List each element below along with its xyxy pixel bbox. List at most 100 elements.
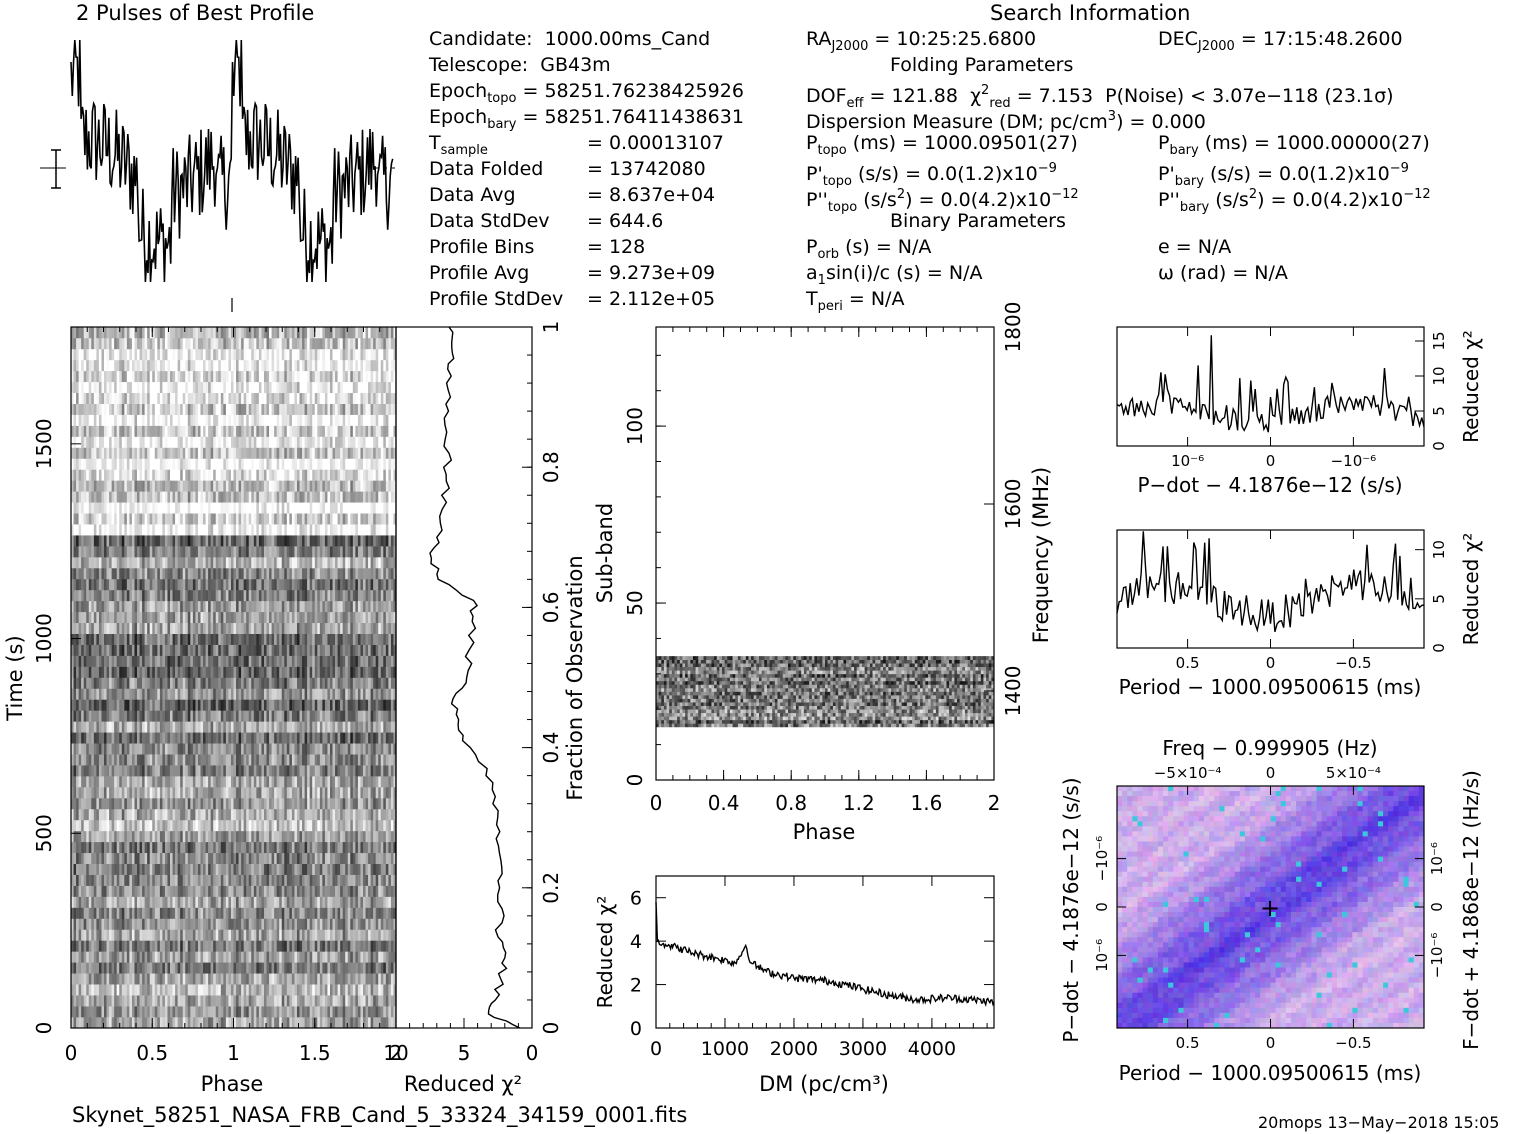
time-phase-cell [127,623,130,634]
time-phase-cell [373,951,376,962]
time-phase-cell [254,612,257,623]
time-phase-cell [117,732,120,743]
time-phase-cell [76,732,79,743]
time-phase-cell [122,929,125,940]
time-phase-cell [112,699,115,710]
time-phase-cell [391,710,394,721]
time-phase-cell [112,940,115,951]
time-phase-cell [167,842,170,853]
time-phase-cell [74,973,77,984]
time-phase-cell [180,842,183,853]
time-phase-cell [208,864,211,875]
time-phase-cell [145,776,148,787]
time-phase-cell [99,688,102,699]
time-phase-cell [261,601,264,612]
time-phase-cell [338,995,341,1006]
time-phase-cell [208,940,211,951]
time-phase-cell [218,721,221,732]
time-phase-cell [267,732,270,743]
time-phase-cell [249,623,252,634]
time-phase-cell [89,918,92,929]
time-phase-cell [178,995,181,1006]
time-phase-cell [305,656,308,667]
time-phase-cell [261,1017,264,1028]
time-phase-cell [160,765,163,776]
time-phase-cell [335,864,338,875]
time-phase-cell [317,634,320,645]
time-phase-cell [272,710,275,721]
time-phase-cell [373,645,376,656]
time-phase-cell [134,699,137,710]
time-phase-cell [185,842,188,853]
time-phase-cell [183,995,186,1006]
time-phase-cell [175,886,178,897]
time-phase-cell [330,853,333,864]
time-phase-cell [145,853,148,864]
time-phase-cell [378,798,381,809]
time-phase-cell [213,765,216,776]
time-phase-cell [360,776,363,787]
time-phase-cell [228,721,231,732]
time-phase-cell [297,688,300,699]
time-phase-cell [167,897,170,908]
time-phase-cell [99,667,102,678]
time-phase-cell [269,743,272,754]
time-phase-cell [109,951,112,962]
time-phase-cell [195,842,198,853]
time-phase-cell [226,667,229,678]
time-phase-cell [226,929,229,940]
time-phase-cell [211,601,214,612]
time-phase-cell [195,743,198,754]
time-phase-cell [84,1017,87,1028]
time-phase-cell [193,918,196,929]
time-phase-cell [249,743,252,754]
time-phase-cell [358,776,361,787]
time-phase-cell [302,754,305,765]
time-phase-cell [241,721,244,732]
time-phase-cell [244,940,247,951]
time-phase-cell [340,765,343,776]
time-phase-cell [104,634,107,645]
time-phase-cell [254,973,257,984]
time-phase-cell [272,699,275,710]
time-phase-cell [185,853,188,864]
time-phase-cell [317,940,320,951]
time-phase-cell [358,929,361,940]
time-phase-cell [112,831,115,842]
time-phase-cell [150,973,153,984]
time-phase-cell [96,842,99,853]
time-phase-cell [272,623,275,634]
time-phase-cell [147,612,150,623]
time-phase-cell [195,623,198,634]
time-phase-cell [152,710,155,721]
time-phase-cell [241,667,244,678]
time-phase-cell [363,951,366,962]
time-phase-cell [112,908,115,919]
time-phase-cell [297,875,300,886]
time-phase-cell [142,721,145,732]
time-phase-cell [96,688,99,699]
time-phase-cell [195,918,198,929]
time-phase-cell [320,831,323,842]
time-phase-cell [355,798,358,809]
time-phase-cell [371,886,374,897]
time-phase-cell [119,897,122,908]
time-phase-cell [261,940,264,951]
time-phase-cell [251,798,254,809]
time-phase-cell [129,732,132,743]
time-phase-cell [124,656,127,667]
time-phase-cell [251,699,254,710]
time-phase-cell [221,831,224,842]
time-phase-cell [307,842,310,853]
time-phase-cell [81,634,84,645]
time-phase-cell [140,710,143,721]
time-phase-cell [104,951,107,962]
time-phase-cell [150,623,153,634]
time-phase-cell [162,623,165,634]
time-phase-cell [167,776,170,787]
time-phase-cell [145,820,148,831]
time-phase-cell [162,886,165,897]
time-phase-cell [231,951,234,962]
time-phase-cell [353,809,356,820]
time-phase-cell [109,897,112,908]
